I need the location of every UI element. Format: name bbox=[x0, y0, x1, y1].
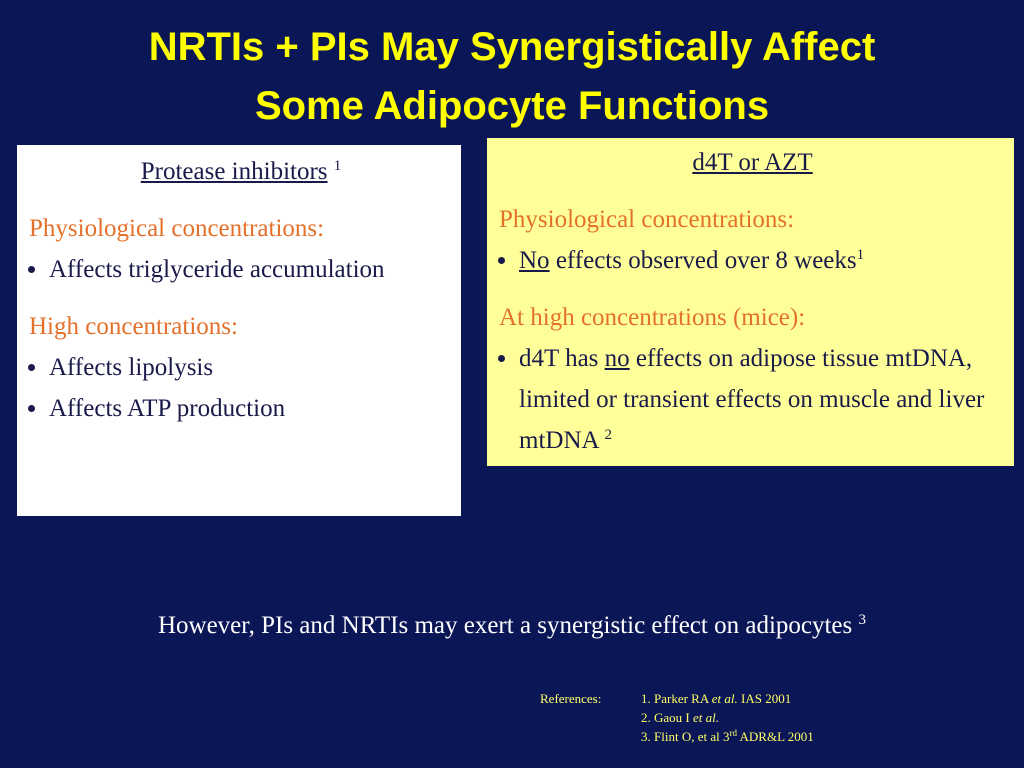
bullet-text: effects observed over 8 weeks bbox=[555, 247, 857, 274]
section-heading: Physiological concentrations: bbox=[499, 206, 795, 233]
ref-author: 3. Flint O, et al 3 bbox=[641, 729, 730, 744]
reference: 3. Flint O, et al 3rd ADR&L 2001 bbox=[641, 727, 814, 746]
ref-author: 2. Gaou I bbox=[641, 710, 690, 725]
conclusion: However, PIs and NRTIs may exert a syner… bbox=[0, 612, 1024, 640]
section: Physiological concentrations: Affects tr… bbox=[29, 208, 453, 290]
ref: 3 bbox=[858, 612, 867, 628]
bullets: No effects observed over 8 weeks1 bbox=[499, 240, 1006, 281]
bullet: Affects triglyceride accumulation bbox=[49, 249, 453, 290]
box-heading: d4T or AZT bbox=[499, 142, 1006, 183]
title-line: Some Adipocyte Functions bbox=[254, 84, 770, 128]
nrti-box: d4T or AZT Physiological concentrations:… bbox=[487, 138, 1014, 466]
pi-box: Protease inhibitors 1 Physiological conc… bbox=[17, 145, 461, 516]
ref: 1 bbox=[333, 158, 342, 174]
bullets: Affects triglyceride accumulation bbox=[29, 249, 453, 290]
bullet: Affects lipolysis bbox=[49, 347, 453, 388]
bullets: Affects lipolysis Affects ATP production bbox=[29, 347, 453, 429]
section: High concentrations: Affects lipolysis A… bbox=[29, 306, 453, 429]
ref-author: 1. Parker RA bbox=[641, 691, 709, 706]
ref-sup: rd bbox=[729, 728, 737, 738]
title: NRTIs + PIs May Synergistically Affect S… bbox=[0, 18, 1024, 136]
emphasis: no bbox=[604, 345, 630, 372]
section-heading: Physiological concentrations: bbox=[29, 215, 325, 242]
references-label: References: bbox=[540, 691, 602, 706]
emphasis: No bbox=[519, 247, 550, 274]
box-heading: Protease inhibitors 1 bbox=[29, 151, 453, 192]
bullet-lead: d4T has bbox=[519, 345, 599, 372]
title-line: NRTIs + PIs May Synergistically Affect bbox=[148, 25, 876, 69]
section: At high concentrations (mice): d4T has n… bbox=[499, 297, 1006, 461]
bullet: Affects ATP production bbox=[49, 388, 453, 429]
ref-source: ADR&L 2001 bbox=[739, 729, 814, 744]
ref-etal: et al. bbox=[711, 691, 738, 706]
reference-list: 1. Parker RA et al. IAS 2001 2. Gaou I e… bbox=[641, 689, 814, 746]
ref-source: IAS 2001 bbox=[741, 691, 792, 706]
ref: 1 bbox=[856, 247, 865, 263]
ref-etal: et al. bbox=[693, 710, 719, 725]
section-heading: High concentrations: bbox=[29, 313, 238, 340]
heading-text: d4T or AZT bbox=[692, 149, 813, 176]
bullet: d4T has no effects on adipose tissue mtD… bbox=[519, 338, 1006, 461]
bullet: No effects observed over 8 weeks1 bbox=[519, 240, 1006, 281]
ref: 2 bbox=[604, 427, 612, 443]
conclusion-text: However, PIs and NRTIs may exert a syner… bbox=[157, 612, 853, 639]
section: Physiological concentrations: No effects… bbox=[499, 199, 1006, 281]
heading-text: Protease inhibitors bbox=[140, 158, 328, 185]
bullet-text: effects on adipose tissue mtDNA, limited… bbox=[519, 345, 985, 454]
reference: 2. Gaou I et al. bbox=[641, 708, 814, 727]
section-heading: At high concentrations (mice): bbox=[499, 304, 806, 331]
reference: 1. Parker RA et al. IAS 2001 bbox=[641, 689, 814, 708]
bullets: d4T has no effects on adipose tissue mtD… bbox=[499, 338, 1006, 461]
